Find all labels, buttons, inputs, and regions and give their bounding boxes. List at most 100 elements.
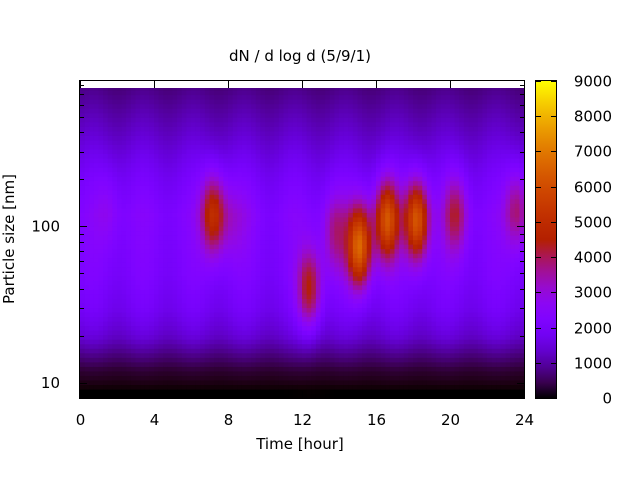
heatmap-cell bbox=[278, 185, 285, 191]
heatmap-cell bbox=[385, 393, 391, 399]
heatmap-cell bbox=[149, 388, 155, 395]
heatmap-cell bbox=[144, 212, 150, 218]
heatmap-cell bbox=[186, 375, 192, 381]
heatmap-cell bbox=[288, 94, 294, 100]
heatmap-cell bbox=[315, 289, 322, 295]
heatmap-cell bbox=[246, 330, 252, 336]
heatmap-cell bbox=[274, 167, 280, 173]
heatmap-cell bbox=[93, 212, 100, 218]
heatmap-cell bbox=[191, 366, 197, 372]
heatmap-cell bbox=[232, 185, 238, 191]
heatmap-cell bbox=[306, 325, 312, 331]
heatmap-cell bbox=[403, 311, 409, 318]
heatmap-cell bbox=[84, 257, 90, 263]
heatmap-cell bbox=[181, 262, 187, 268]
heatmap-cell bbox=[191, 216, 197, 222]
heatmap-cell bbox=[274, 85, 280, 91]
heatmap-cell bbox=[325, 275, 331, 281]
heatmap-cell bbox=[140, 289, 146, 295]
heatmap-cell bbox=[177, 221, 183, 227]
heatmap-cell bbox=[103, 316, 109, 322]
heatmap-cell bbox=[329, 289, 335, 295]
heatmap-cell bbox=[408, 325, 414, 331]
heatmap-cell bbox=[200, 248, 206, 254]
heatmap-cell bbox=[320, 225, 326, 232]
heatmap-cell bbox=[112, 321, 118, 327]
heatmap-cell bbox=[278, 103, 285, 109]
heatmap-cell bbox=[241, 262, 248, 268]
heatmap-cell bbox=[265, 375, 271, 381]
heatmap-cell bbox=[117, 393, 123, 399]
heatmap-cell bbox=[320, 388, 326, 395]
heatmap-cell bbox=[246, 90, 252, 96]
heatmap-cell bbox=[251, 207, 257, 213]
heatmap-cell bbox=[269, 139, 275, 145]
heatmap-cell bbox=[362, 230, 368, 236]
heatmap-cell bbox=[117, 189, 123, 195]
heatmap-cell bbox=[89, 121, 95, 127]
heatmap-cell bbox=[204, 103, 211, 109]
heatmap-cell bbox=[209, 370, 215, 376]
heatmap-cell bbox=[366, 257, 372, 263]
heatmap-cell bbox=[237, 348, 243, 354]
heatmap-cell bbox=[80, 212, 86, 218]
heatmap-cell bbox=[274, 262, 280, 268]
heatmap-cell bbox=[214, 361, 220, 367]
heatmap-cell bbox=[103, 180, 109, 186]
heatmap-cell bbox=[288, 85, 294, 91]
heatmap-cell bbox=[241, 194, 248, 200]
heatmap-cell bbox=[121, 130, 127, 136]
heatmap-cell bbox=[394, 393, 400, 399]
heatmap-cell bbox=[362, 298, 368, 304]
heatmap-cell bbox=[144, 311, 150, 318]
heatmap-cell bbox=[177, 262, 183, 268]
heatmap-cell bbox=[232, 99, 238, 105]
heatmap-cell bbox=[181, 257, 187, 263]
heatmap-cell bbox=[329, 352, 335, 358]
heatmap-cell bbox=[292, 370, 298, 376]
heatmap-cell bbox=[389, 167, 396, 173]
heatmap-cell bbox=[223, 176, 229, 182]
heatmap-cell bbox=[98, 275, 104, 281]
heatmap-cell bbox=[98, 271, 104, 277]
heatmap-cell bbox=[329, 144, 335, 150]
heatmap-cell bbox=[302, 90, 308, 96]
heatmap-cell bbox=[140, 180, 146, 186]
heatmap-cell bbox=[93, 130, 100, 136]
heatmap-cell bbox=[399, 167, 405, 173]
heatmap-cell bbox=[255, 212, 261, 218]
heatmap-cell bbox=[177, 284, 183, 290]
heatmap-cell bbox=[126, 153, 132, 159]
heatmap-cell bbox=[172, 280, 178, 286]
heatmap-cell bbox=[186, 325, 192, 331]
heatmap-cell bbox=[357, 207, 363, 213]
heatmap-cell bbox=[283, 370, 289, 376]
heatmap-cell bbox=[158, 121, 164, 127]
heatmap-cell bbox=[260, 117, 266, 123]
heatmap-cell bbox=[103, 334, 109, 340]
heatmap-cell bbox=[163, 185, 169, 191]
heatmap-cell bbox=[343, 94, 349, 100]
heatmap-cell bbox=[232, 379, 238, 386]
heatmap-cell bbox=[117, 139, 123, 145]
heatmap-cell bbox=[241, 180, 248, 186]
heatmap-cell bbox=[399, 126, 405, 132]
heatmap-cell bbox=[371, 130, 377, 136]
heatmap-cell bbox=[269, 375, 275, 381]
heatmap-cell bbox=[362, 343, 368, 349]
heatmap-cell bbox=[223, 167, 229, 173]
heatmap-cell bbox=[325, 221, 331, 227]
heatmap-cell bbox=[343, 189, 349, 195]
heatmap-cell bbox=[112, 298, 118, 304]
heatmap-cell bbox=[343, 393, 349, 399]
heatmap-cell bbox=[172, 293, 178, 299]
heatmap-cell bbox=[237, 157, 243, 164]
heatmap-cell bbox=[399, 266, 405, 272]
heatmap-cell bbox=[93, 194, 100, 200]
heatmap-cell bbox=[255, 239, 261, 245]
heatmap-cell bbox=[292, 198, 298, 204]
heatmap-cell bbox=[357, 302, 363, 309]
heatmap-cell bbox=[80, 207, 86, 213]
heatmap-cell bbox=[315, 189, 322, 195]
heatmap-cell bbox=[84, 85, 90, 91]
